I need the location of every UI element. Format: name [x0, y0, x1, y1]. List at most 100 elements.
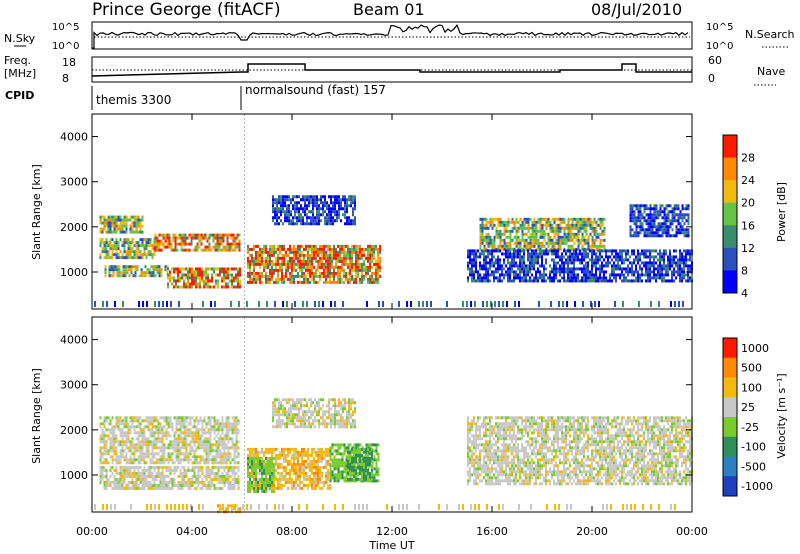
power-cell — [481, 267, 483, 271]
power-cell — [130, 271, 133, 275]
power-cell — [527, 255, 529, 259]
power-cell — [505, 229, 508, 233]
power-cell — [230, 236, 233, 240]
power-cell — [683, 216, 686, 220]
power-cell — [273, 268, 275, 272]
velocity-cell — [215, 422, 218, 426]
power-cell — [533, 258, 535, 262]
power-cell — [551, 229, 554, 233]
power-cell — [328, 216, 330, 220]
velocity-cell — [189, 422, 192, 426]
power-cell — [351, 274, 353, 278]
power-cell — [685, 228, 688, 232]
power-cell — [671, 261, 673, 265]
power-cell — [479, 264, 481, 268]
power-cell — [571, 244, 574, 248]
velocity-cell — [177, 419, 180, 423]
power-cell — [577, 255, 579, 259]
power-cell — [115, 241, 118, 245]
power-cell — [121, 244, 124, 248]
power-cell — [185, 282, 187, 286]
power-cell — [567, 255, 569, 259]
velocity-cell — [99, 465, 102, 469]
power-cell — [475, 249, 477, 253]
power-cell — [353, 265, 355, 269]
power-cell — [334, 204, 336, 208]
power-cell — [129, 215, 132, 219]
power-cell — [299, 247, 301, 251]
power-cell — [529, 247, 532, 251]
velocity-cell — [105, 474, 108, 478]
power-cell — [479, 276, 481, 280]
power-cell — [593, 226, 596, 230]
velocity-cell — [117, 458, 120, 462]
power-cell — [312, 216, 314, 220]
velocity-cell — [223, 474, 226, 478]
power-cell — [286, 301, 288, 307]
velocity-cell — [99, 416, 102, 420]
power-cell — [679, 222, 682, 226]
power-cell — [284, 201, 286, 205]
velocity-cell — [237, 431, 240, 435]
velocity-cell — [195, 434, 198, 438]
power-cell — [129, 227, 132, 231]
velocity-cell — [119, 452, 122, 456]
power-cell — [483, 261, 485, 265]
velocity-cell — [127, 425, 130, 429]
power-cell — [279, 262, 281, 266]
power-cell — [523, 244, 526, 248]
velocity-cell — [233, 449, 236, 453]
power-cell — [595, 264, 597, 268]
power-cell — [299, 268, 301, 272]
velocity-cell — [99, 471, 102, 475]
velocity-cell — [175, 449, 178, 453]
power-cell — [125, 253, 128, 257]
velocity-cell — [109, 483, 112, 487]
velocity-cell — [209, 443, 212, 447]
power-cell — [641, 273, 643, 277]
power-cell — [333, 256, 335, 260]
power-cell — [469, 270, 471, 274]
power-cell — [226, 236, 229, 240]
power-cell — [649, 267, 651, 271]
velocity-cell — [133, 480, 136, 484]
velocity-cell — [161, 465, 164, 469]
velocity-cell — [123, 455, 126, 459]
power-cell — [350, 219, 352, 223]
power-cell — [591, 261, 593, 265]
power-cell — [655, 249, 657, 253]
power-cell — [471, 258, 473, 262]
power-cell — [669, 210, 672, 214]
power-cell — [657, 228, 660, 232]
power-cell — [615, 273, 617, 277]
power-cell — [539, 241, 542, 245]
power-cell — [659, 222, 662, 226]
power-cell — [491, 223, 494, 227]
velocity-cell — [167, 434, 170, 438]
velocity-cell — [267, 450, 269, 454]
power-cell — [253, 262, 255, 266]
power-cell — [232, 236, 235, 240]
power-cell — [687, 219, 690, 223]
power-cell — [327, 280, 329, 284]
power-cell — [609, 276, 611, 280]
power-cell — [641, 279, 643, 283]
power-cell — [227, 282, 229, 286]
power-cell — [111, 250, 114, 254]
power-cell — [469, 252, 471, 256]
velocity-cell — [237, 452, 240, 456]
power-cell — [103, 221, 106, 225]
velocity-cell — [167, 486, 170, 490]
power-cell — [107, 230, 110, 234]
velocity-cell — [221, 431, 224, 435]
power-cell — [279, 247, 281, 251]
power-cell — [547, 220, 550, 224]
power-cell — [597, 255, 599, 259]
power-cell — [335, 247, 337, 251]
power-cell — [519, 238, 522, 242]
power-cell — [238, 233, 241, 237]
velocity-cell — [219, 458, 222, 462]
power-cell — [227, 276, 229, 280]
power-cell — [599, 220, 602, 224]
velocity-cell — [191, 425, 194, 429]
